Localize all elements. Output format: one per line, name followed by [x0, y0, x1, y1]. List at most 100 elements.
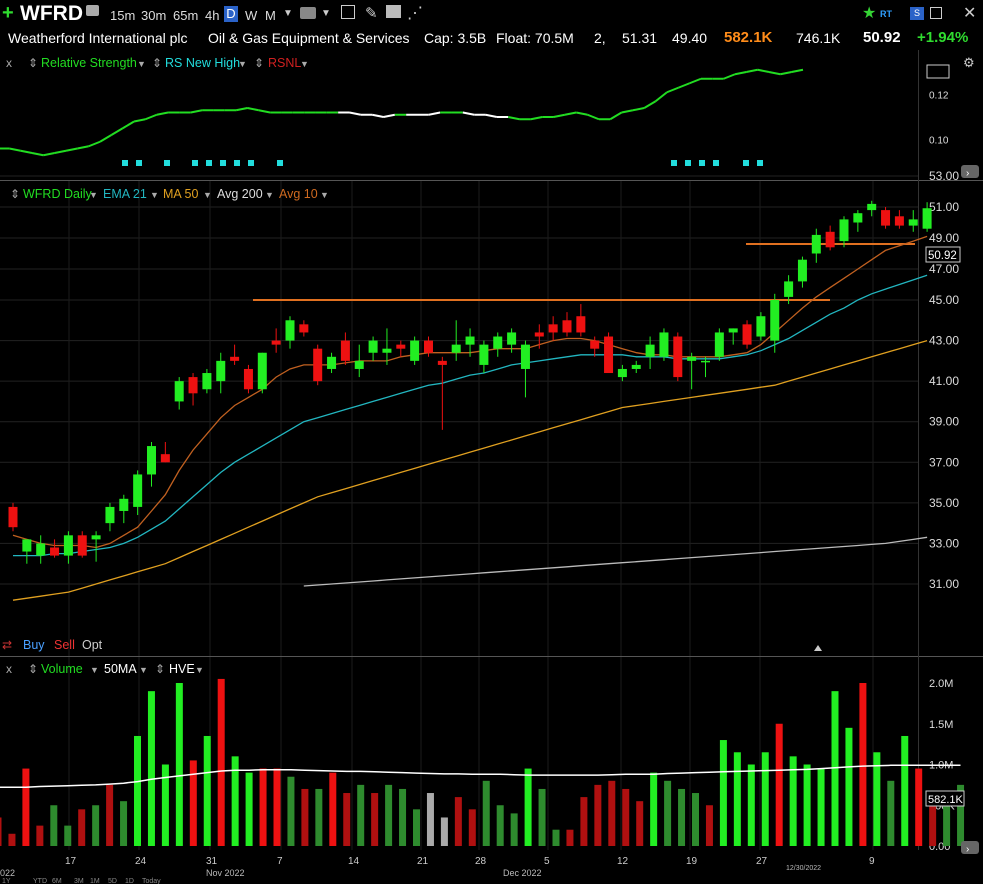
add-symbol-icon[interactable]: + [2, 2, 14, 24]
candle-body[interactable] [728, 328, 738, 333]
candle-body[interactable] [590, 340, 600, 349]
candle-body[interactable] [465, 336, 475, 345]
candle-body[interactable] [174, 381, 184, 402]
candle-body[interactable] [396, 344, 406, 349]
chevron-down-icon[interactable]: ▼ [283, 8, 293, 19]
candle-body[interactable] [687, 356, 697, 361]
candle-body[interactable] [22, 539, 32, 552]
legend-avg10[interactable]: Avg 10 [279, 187, 318, 201]
timeframe-30m[interactable]: 30m [141, 8, 167, 23]
legend-volume[interactable]: Volume [41, 662, 83, 676]
candle-body[interactable] [520, 344, 530, 369]
zoom-button[interactable]: 5D [108, 878, 117, 884]
zoom-button[interactable]: 1D [125, 878, 134, 884]
candle-body[interactable] [507, 332, 517, 345]
share-icon[interactable]: ⋰ [407, 5, 423, 22]
chevron-down-icon[interactable]: ▼ [321, 8, 331, 19]
candle-body[interactable] [216, 360, 226, 382]
candle-body[interactable] [160, 454, 170, 463]
updown-icon[interactable]: ⇕ [254, 56, 264, 70]
candle-body[interactable] [631, 364, 641, 369]
candle-body[interactable] [313, 348, 323, 382]
timeframe-m[interactable]: M [265, 8, 276, 23]
candle-body[interactable] [77, 535, 87, 556]
legend-ema21[interactable]: EMA 21 [103, 187, 147, 201]
candle-body[interactable] [479, 344, 489, 365]
chevron-right-icon[interactable]: › [966, 844, 969, 855]
panel-scroll-button[interactable] [961, 165, 979, 178]
candle-body[interactable] [797, 259, 807, 282]
candle-body[interactable] [105, 506, 115, 524]
candle-body[interactable] [770, 300, 780, 341]
timeframe-15m[interactable]: 15m [110, 8, 136, 23]
legend-rsnl[interactable]: RSNL [268, 56, 301, 70]
zoom-button[interactable]: 6M [52, 878, 62, 884]
minimize-icon[interactable] [930, 7, 942, 19]
layout-icon[interactable] [341, 5, 355, 19]
rs-panel-close-button[interactable]: x [6, 56, 12, 70]
candle-body[interactable] [839, 219, 849, 242]
candle-body[interactable] [271, 340, 281, 345]
legend-wfrd-daily[interactable]: WFRD Daily [23, 187, 92, 201]
favorite-star-icon[interactable]: ★ [862, 5, 877, 22]
candle-body[interactable] [756, 316, 766, 337]
zoom-button[interactable]: 3M [74, 878, 84, 884]
zoom-button[interactable]: Today [142, 878, 161, 884]
drawing-tool-icon[interactable] [386, 5, 401, 18]
timeframe-w[interactable]: W [245, 8, 258, 23]
candle-body[interactable] [119, 498, 129, 511]
scroll-up-icon[interactable] [814, 645, 822, 651]
candle-body[interactable] [617, 368, 627, 378]
candle-body[interactable] [340, 340, 350, 361]
candlesticks[interactable] [8, 200, 932, 564]
candle-body[interactable] [811, 234, 821, 254]
scanner-icon[interactable]: S [910, 7, 924, 20]
candle-body[interactable] [493, 336, 503, 349]
timeframe-65m[interactable]: 65m [173, 8, 199, 23]
candle-body[interactable] [604, 336, 614, 374]
industry-name[interactable]: Oil & Gas Equipment & Services [208, 30, 410, 46]
candle-body[interactable] [368, 340, 378, 353]
chevron-down-icon[interactable]: ▼ [89, 190, 98, 200]
timeframe-4h[interactable]: 4h [205, 8, 220, 23]
candle-body[interactable] [230, 356, 240, 361]
candle-body[interactable] [825, 231, 835, 248]
candle-body[interactable] [8, 506, 18, 528]
candle-body[interactable] [645, 344, 655, 357]
chevron-down-icon[interactable]: ▼ [90, 665, 99, 675]
chevron-down-icon[interactable]: ▼ [150, 190, 159, 200]
volume-panel-close-button[interactable]: x [6, 662, 12, 676]
settings-icon[interactable]: ⚙ [963, 55, 975, 70]
candle-body[interactable] [714, 332, 724, 357]
sell-button[interactable]: Sell [54, 638, 75, 652]
candle-body[interactable] [299, 324, 309, 333]
candle-body[interactable] [50, 547, 60, 556]
buy-button[interactable]: Buy [23, 638, 45, 652]
candle-body[interactable] [576, 316, 586, 333]
rs-scale[interactable]: 0.130.120.10 [926, 64, 950, 147]
chevron-down-icon[interactable]: ▼ [137, 59, 146, 69]
chevron-down-icon[interactable]: ▼ [195, 665, 204, 675]
candle-body[interactable] [742, 324, 752, 345]
legend-ma50[interactable]: MA 50 [163, 187, 198, 201]
candle-body[interactable] [784, 281, 794, 297]
legend-hve[interactable]: HVE [169, 662, 195, 676]
zoom-button[interactable]: 1M [90, 878, 100, 884]
candle-body[interactable] [147, 446, 156, 475]
candle-body[interactable] [673, 336, 683, 378]
panel-scroll-button[interactable] [961, 841, 979, 854]
chevron-down-icon[interactable]: ▼ [203, 190, 212, 200]
pencil-icon[interactable]: ✎ [365, 5, 378, 22]
options-button[interactable]: Opt [82, 638, 103, 652]
candle-body[interactable] [659, 332, 669, 357]
candle-body[interactable] [437, 360, 447, 365]
candle-body[interactable] [91, 535, 101, 540]
candle-body[interactable] [548, 324, 558, 333]
candle-body[interactable] [894, 216, 904, 226]
updown-icon[interactable]: ⇕ [28, 662, 38, 676]
updown-icon[interactable]: ⇕ [155, 662, 165, 676]
legend-relative-strength[interactable]: Relative Strength [41, 56, 137, 70]
price-scale[interactable]: 53.00 51.00 49.00 47.00 45.00 43.00 41.00 39.00… [929, 169, 959, 591]
chevron-down-icon[interactable]: ▼ [320, 190, 329, 200]
candle-body[interactable] [257, 352, 267, 390]
